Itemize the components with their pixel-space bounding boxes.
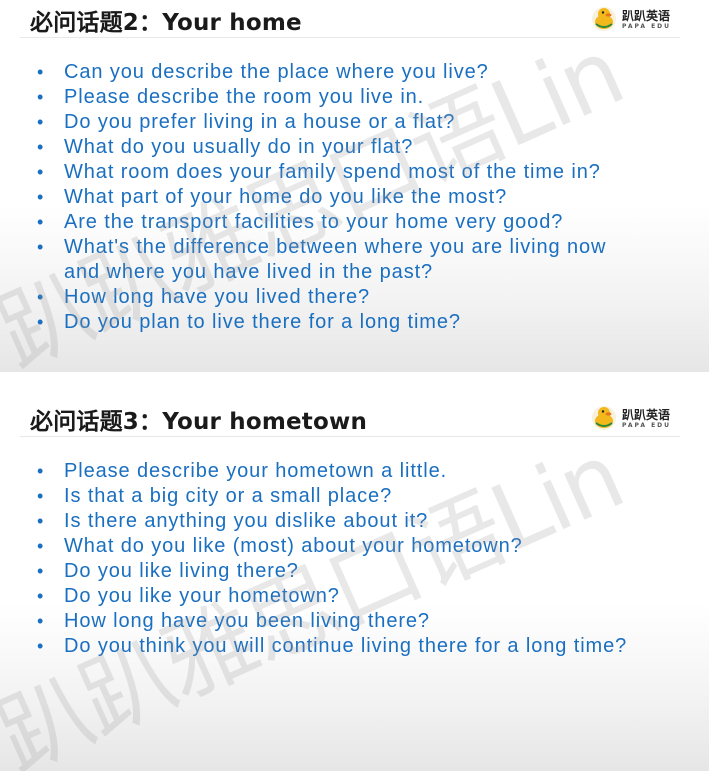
- question-item: • Do you like your hometown?: [37, 585, 340, 607]
- question-item: • What do you usually do in your flat?: [37, 136, 414, 158]
- bullet-dot: •: [37, 237, 45, 257]
- bullet-dot: •: [37, 287, 45, 307]
- logo-chinese-text: 趴趴英语: [622, 9, 671, 23]
- bullet-dot: •: [37, 511, 45, 531]
- bullet-dot: •: [37, 536, 45, 556]
- bullet-dot: •: [37, 486, 45, 506]
- question-item: • Do you think you will continue living t…: [37, 635, 628, 657]
- question-item: • Do you prefer living in a house or a fl…: [37, 111, 456, 133]
- question-item: • What part of your home do you like the …: [37, 186, 508, 208]
- slide-title: 必问话题3：Your hometown: [30, 409, 368, 435]
- question-item: • Is there anything you dislike about it?: [37, 510, 429, 532]
- question-item: • Do you like living there?: [37, 560, 299, 582]
- question-list: • Please describe your hometown a little.…: [0, 459, 709, 659]
- question-list: • Can you describe the place where you li…: [0, 60, 709, 335]
- logo-english-text: PAPA EDU: [622, 422, 672, 429]
- question-item: • How long have you lived there?: [37, 286, 371, 308]
- title-divider: [20, 436, 680, 437]
- papa-edu-logo: 趴趴英语 PAPA EDU: [589, 4, 679, 34]
- bullet-dot: •: [37, 112, 45, 132]
- logo-chinese-text: 趴趴英语: [622, 408, 671, 422]
- question-item: • Do you plan to live there for a long ti…: [37, 311, 461, 333]
- question-item: • How long have you been living there?: [37, 610, 430, 632]
- bullet-dot: •: [37, 586, 45, 606]
- question-item: • What's the difference between where you…: [0, 235, 709, 285]
- bullet-dot: •: [37, 461, 45, 481]
- duck-logo-icon: [592, 406, 616, 430]
- bullet-dot: •: [37, 312, 45, 332]
- question-item: • Is that a big city or a small place?: [37, 485, 393, 507]
- bullet-dot: •: [37, 561, 45, 581]
- question-item: • What do you like (most) about your home…: [37, 535, 523, 557]
- bullet-dot: •: [37, 636, 45, 656]
- bullet-dot: •: [37, 62, 45, 82]
- slide-title: 必问话题2：Your home: [30, 10, 302, 36]
- slide-your-home: 必问话题2：Your home 趴趴英语 PAPA EDU • Can you d…: [0, 0, 709, 372]
- question-item: • Can you describe the place where you li…: [37, 61, 489, 83]
- logo-english-text: PAPA EDU: [622, 23, 672, 30]
- bullet-dot: •: [37, 212, 45, 232]
- title-divider: [20, 37, 680, 38]
- slide-your-hometown: 必问话题3：Your hometown 趴趴英语 PAPA EDU • Pleas…: [0, 399, 709, 771]
- question-item: • What room does your family spend most o…: [37, 161, 601, 183]
- bullet-dot: •: [37, 611, 45, 631]
- bullet-dot: •: [37, 187, 45, 207]
- question-item: • Please describe the room you live in.: [37, 86, 425, 108]
- duck-logo-icon: [592, 7, 616, 31]
- bullet-dot: •: [37, 137, 45, 157]
- question-item: • Please describe your hometown a little.: [37, 460, 448, 482]
- slide-title-bar: 必问话题2：Your home 趴趴英语 PAPA EDU: [0, 0, 709, 38]
- papa-edu-logo: 趴趴英语 PAPA EDU: [589, 403, 679, 433]
- question-continuation: and where you have lived in the past?: [64, 261, 434, 283]
- bullet-dot: •: [37, 162, 45, 182]
- slide-title-bar: 必问话题3：Your hometown 趴趴英语 PAPA EDU: [0, 399, 709, 437]
- bullet-dot: •: [37, 87, 45, 107]
- question-item: • Are the transport facilities to your ho…: [37, 211, 564, 233]
